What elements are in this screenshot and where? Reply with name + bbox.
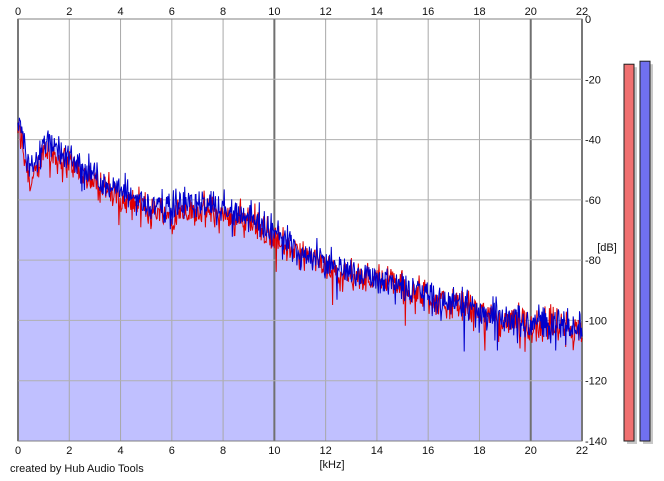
spectrum-fill-layer [18,117,582,442]
x-tick-label-top: 18 [473,6,485,18]
x-tick-label-bottom: 8 [220,445,226,457]
series-line-blue [17,117,583,352]
x-tick-label-top: 16 [422,6,434,18]
x-tick-label-top: 4 [117,6,123,18]
y-tick-label: -60 [585,195,601,207]
y-tick-label: -140 [585,436,607,448]
x-tick-labels-bottom: 0 2 4 6 8 10 12 14 16 18 20 22 [15,445,588,457]
x-tick-label-bottom: 12 [320,445,332,457]
plot-border [17,18,583,442]
x-tick-label-top: 22 [576,6,588,18]
y-axis-label: [dB] [597,242,617,254]
meter-bar-right [639,60,651,442]
x-tick-label-bottom: 16 [422,445,434,457]
x-tick-label-bottom: 20 [525,445,537,457]
y-tick-label: -120 [585,376,607,388]
y-tick-labels: 0 -20 -40 -60 -80 -100 -120 -140 [585,14,607,448]
y-tick-label: -20 [585,74,601,86]
y-tick-label: -40 [585,135,601,147]
y-tick-label: -100 [585,315,607,327]
x-tick-label-top: 0 [15,6,21,18]
x-tick-label-bottom: 14 [371,445,383,457]
x-axis-label: [kHz] [319,459,344,471]
level-meters [623,60,653,444]
x-tick-label-top: 2 [66,6,72,18]
x-tick-label-bottom: 22 [576,445,588,457]
x-tick-label-bottom: 2 [66,445,72,457]
x-tick-label-bottom: 4 [117,445,123,457]
x-tick-label-top: 20 [525,6,537,18]
x-tick-labels-top: 0 2 4 6 8 10 12 14 16 18 20 22 [15,6,588,18]
spectrum-fill [18,117,582,442]
meter-bar-left [623,63,635,442]
x-tick-label-top: 14 [371,6,383,18]
x-tick-label-top: 8 [220,6,226,18]
series-layer [17,117,583,352]
x-tick-label-bottom: 0 [15,445,21,457]
x-tick-label-top: 12 [320,6,332,18]
y-tick-label: -80 [585,255,601,267]
y-tick-label: 0 [585,14,591,26]
x-tick-label-bottom: 6 [169,445,175,457]
x-tick-label-bottom: 10 [268,445,280,457]
x-tick-label-bottom: 18 [473,445,485,457]
x-tick-label-top: 6 [169,6,175,18]
credit-text: created by Hub Audio Tools [10,463,144,475]
x-tick-label-top: 10 [268,6,280,18]
